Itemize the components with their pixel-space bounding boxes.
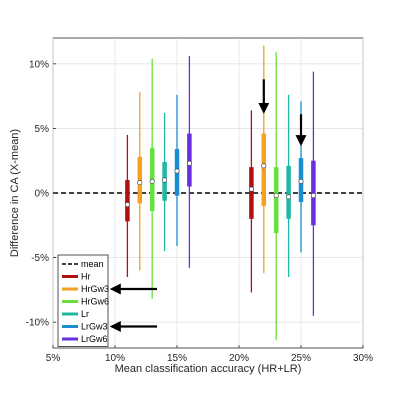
box-lr-2 — [286, 94, 292, 277]
y-tick-label: 5% — [35, 124, 50, 135]
y-axis-label: Difference in CA (X-mean) — [9, 129, 21, 257]
box-lrgw3-1 — [174, 94, 180, 246]
median-marker — [298, 178, 304, 184]
axes: 5% 10% 15% 20% 25% 30% -10% -5% 0% 5% 10% — [26, 59, 373, 364]
box-hrgw6-2 — [273, 52, 279, 341]
median-marker — [174, 168, 180, 174]
legend-label-mean: mean — [81, 259, 104, 269]
y-tick-label: 10% — [29, 59, 49, 70]
box — [125, 180, 130, 222]
legend: mean Hr HrGw3 HrGw6 Lr LrGw3 LrGw6 — [57, 254, 109, 347]
x-tick-label: 25% — [291, 353, 311, 364]
box-plots — [124, 45, 316, 341]
median-marker — [261, 163, 267, 169]
box — [261, 133, 267, 206]
box-hrgw6-1 — [149, 58, 155, 299]
median-marker — [186, 160, 192, 166]
median-marker — [273, 193, 279, 199]
x-tick-label: 15% — [167, 353, 187, 364]
box-hr-2 — [248, 110, 254, 293]
legend-label-hr: Hr — [81, 272, 91, 282]
legend-label-hrgw6: HrGw6 — [81, 297, 109, 307]
box-hrgw3-1 — [137, 92, 143, 271]
median-marker — [286, 194, 292, 200]
y-tick-label: 0% — [35, 189, 50, 200]
box — [187, 133, 192, 187]
legend-label-lr: Lr — [81, 309, 89, 319]
median-marker — [248, 186, 254, 192]
box — [137, 156, 143, 204]
x-axis-label: Mean classification accuracy (HR+LR) — [115, 363, 302, 375]
median-marker — [149, 178, 155, 184]
box-lrgw6-1 — [186, 56, 192, 268]
x-tick-label: 30% — [353, 353, 373, 364]
x-tick-label: 5% — [46, 353, 61, 364]
y-tick-label: -5% — [31, 253, 49, 264]
box-lrgw6-2 — [310, 71, 316, 316]
box — [249, 167, 254, 219]
median-marker — [162, 177, 168, 183]
x-tick-label: 10% — [105, 353, 125, 364]
median-marker — [137, 180, 143, 186]
median-marker — [310, 193, 316, 199]
x-tick-label: 20% — [229, 353, 249, 364]
box-hr-1 — [124, 134, 130, 277]
legend-label-lrgw6: LrGw6 — [81, 334, 108, 344]
annotations — [109, 79, 307, 332]
legend-label-hrgw3: HrGw3 — [81, 284, 109, 294]
median-marker — [124, 202, 130, 208]
legend-label-lrgw3: LrGw3 — [81, 322, 108, 332]
box-lr-1 — [162, 112, 168, 252]
box — [286, 165, 291, 219]
box — [273, 167, 279, 234]
y-tick-label: -10% — [26, 318, 49, 329]
box — [311, 160, 316, 226]
